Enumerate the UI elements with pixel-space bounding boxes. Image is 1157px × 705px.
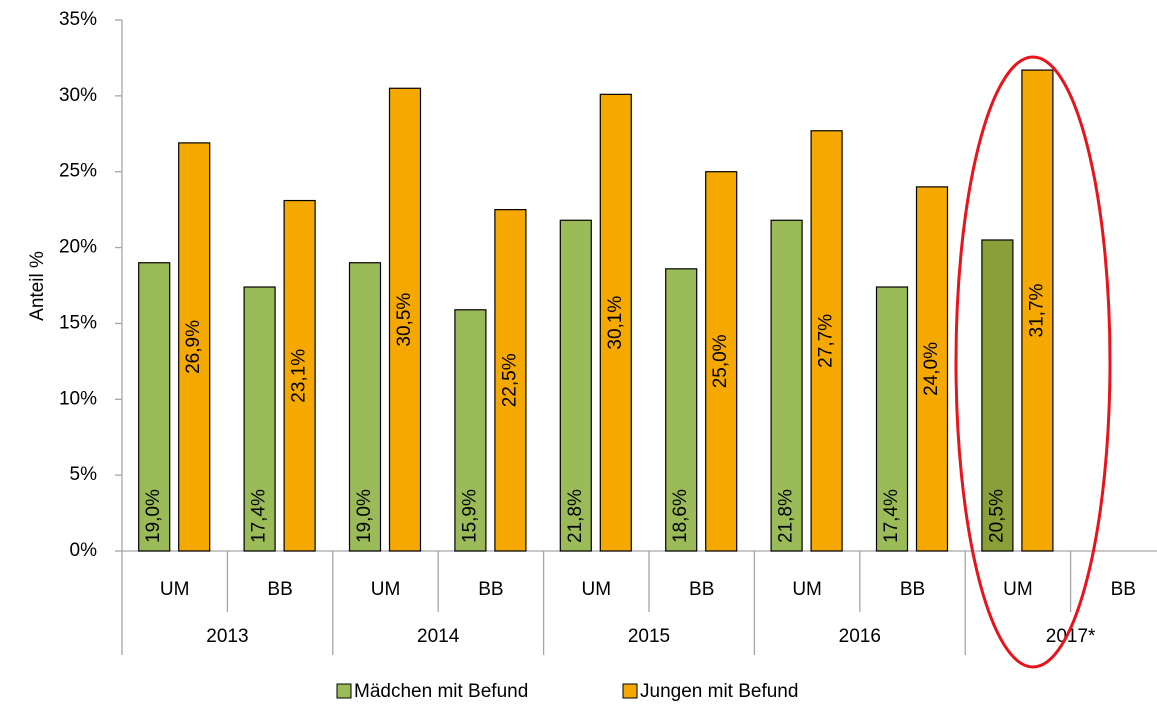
x-tick-label: BB xyxy=(267,579,292,600)
data-label: 26,9% xyxy=(183,320,204,374)
legend-label: Jungen mit Befund xyxy=(640,681,798,702)
x-group-label: 2017* xyxy=(1046,626,1096,647)
y-tick-label: 30% xyxy=(59,85,97,106)
bar xyxy=(770,219,803,552)
data-label: 19,0% xyxy=(143,489,164,543)
data-label: 18,6% xyxy=(670,489,691,543)
bar xyxy=(559,219,592,552)
bar xyxy=(665,268,698,552)
bar xyxy=(494,209,527,552)
x-tick-label: UM xyxy=(1003,579,1033,600)
data-label: 23,1% xyxy=(289,349,310,403)
x-tick-label: BB xyxy=(900,579,925,600)
data-label: 21,8% xyxy=(776,489,797,543)
bar xyxy=(388,87,422,552)
data-label: 22,5% xyxy=(499,353,520,407)
data-label: 27,7% xyxy=(816,314,837,368)
bar xyxy=(348,262,382,552)
bar xyxy=(283,199,316,552)
bar xyxy=(454,309,487,552)
bar xyxy=(705,171,738,552)
bar xyxy=(243,286,276,552)
bar xyxy=(875,286,909,552)
x-group-label: 2016 xyxy=(839,626,881,647)
x-tick-label: UM xyxy=(371,579,401,600)
x-tick-label: UM xyxy=(160,579,190,600)
data-label: 30,1% xyxy=(605,296,626,350)
bar xyxy=(178,142,211,552)
y-axis-label: Anteil % xyxy=(27,251,48,321)
bar xyxy=(138,262,171,552)
legend-label: Mädchen mit Befund xyxy=(354,681,528,702)
data-label: 17,4% xyxy=(249,489,270,543)
y-tick-label: 15% xyxy=(59,312,97,333)
x-group-label: 2013 xyxy=(206,626,248,647)
highlight-ellipse xyxy=(954,55,1112,669)
bar xyxy=(599,93,632,552)
legend-swatch xyxy=(622,683,638,699)
data-label: 15,9% xyxy=(459,489,480,543)
x-tick-label: BB xyxy=(478,579,503,600)
y-tick-label: 10% xyxy=(59,388,97,409)
data-label: 24,0% xyxy=(921,342,942,396)
x-tick-label: BB xyxy=(1111,579,1136,600)
bar xyxy=(1021,69,1054,552)
bar xyxy=(981,239,1014,552)
data-label: 19,0% xyxy=(354,489,375,543)
x-group-label: 2014 xyxy=(417,626,460,647)
bar xyxy=(915,186,949,552)
bar xyxy=(810,130,843,552)
data-label: 25,0% xyxy=(710,334,731,388)
data-label: 30,5% xyxy=(394,293,415,347)
y-tick-label: 25% xyxy=(59,161,97,182)
legend-swatch xyxy=(336,683,352,699)
data-label: 17,4% xyxy=(881,489,902,543)
y-tick-label: 20% xyxy=(59,237,97,258)
x-group-label: 2015 xyxy=(628,626,670,647)
x-tick-label: UM xyxy=(582,579,612,600)
x-tick-label: UM xyxy=(792,579,822,600)
data-label: 31,7% xyxy=(1026,283,1047,337)
data-label: 21,8% xyxy=(565,489,586,543)
y-tick-label: 0% xyxy=(70,540,98,561)
data-label: 20,5% xyxy=(986,489,1007,543)
y-tick-label: 35% xyxy=(59,9,97,30)
x-tick-label: BB xyxy=(689,579,714,600)
y-tick-label: 5% xyxy=(70,464,98,485)
